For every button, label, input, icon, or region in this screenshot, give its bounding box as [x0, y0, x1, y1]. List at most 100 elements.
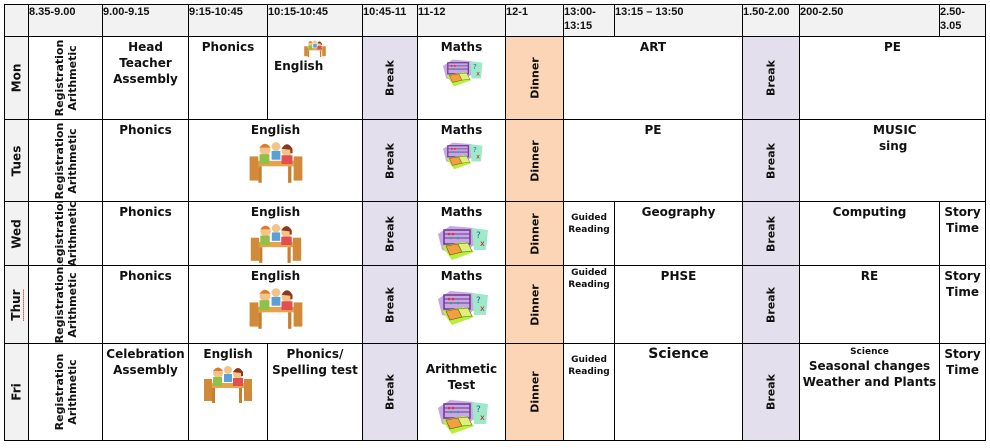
- lesson-label: Test: [447, 378, 476, 392]
- day-label: Mon: [9, 63, 23, 93]
- lesson-label: English: [250, 205, 301, 219]
- time-header: 8.35-9.00: [28, 4, 103, 37]
- registration-label: Registration: [52, 201, 66, 266]
- break-cell: Break: [362, 119, 418, 202]
- guided-reading-cell: Guided Reading: [563, 201, 615, 266]
- lesson-cell: MUSIC sing: [799, 119, 986, 202]
- lesson-label: Seasonal changes: [808, 359, 931, 373]
- day-row-thursday: Thur Registration Arithmetic Phonics Engl…: [4, 265, 986, 344]
- day-label: Tues: [9, 145, 23, 176]
- lesson-label: Head: [128, 40, 163, 54]
- dinner-label: Dinner: [528, 57, 541, 99]
- break-label: Break: [764, 142, 778, 179]
- reading-label: Reading: [568, 280, 610, 290]
- break-label: Break: [383, 215, 397, 252]
- lesson-label: Weather and Plants: [802, 375, 937, 389]
- time-header: 9.00-9.15: [102, 4, 189, 37]
- children-reading-icon: [249, 142, 302, 183]
- day-label: Fri: [9, 383, 23, 401]
- reading-label: Reading: [568, 367, 610, 377]
- lesson-cell-maths: Arithmetic Test: [417, 343, 506, 441]
- lesson-label: Time: [946, 363, 979, 377]
- guided-reading-cell: Guided Reading: [563, 265, 615, 344]
- registration-cell: Registration Arithmetic: [28, 119, 103, 202]
- lesson-label: Story: [944, 205, 981, 219]
- lesson-cell-english: English: [188, 201, 363, 266]
- day-row-tuesday: Tues Registration Arithmetic Phonics Engl…: [4, 119, 986, 202]
- dinner-cell: Dinner: [505, 265, 564, 344]
- lesson-label: English: [203, 347, 253, 361]
- lesson-cell: Geography: [614, 201, 743, 266]
- break-label: Break: [383, 373, 397, 411]
- lesson-cell-english: English: [188, 265, 363, 344]
- time-header: 13:00-13:15: [563, 4, 615, 37]
- children-reading-icon: [249, 288, 302, 329]
- lesson-label: Maths: [440, 205, 483, 219]
- day-label-cell: Fri: [4, 343, 29, 441]
- time-header: 1.50-2.00: [742, 4, 800, 37]
- arithmetic-label: Arithmetic: [65, 127, 79, 194]
- lesson-label: Assembly: [113, 363, 178, 377]
- lesson-cell-maths: Maths: [417, 265, 506, 344]
- lesson-label: Story: [944, 347, 981, 361]
- lesson-cell: RE: [799, 265, 940, 344]
- guided-label: Guided: [571, 355, 607, 365]
- break-label: Break: [764, 59, 778, 97]
- lesson-label: PE: [884, 40, 901, 54]
- day-row-wednesday: Wed Registration Arithmetic Phonics Engli…: [4, 201, 986, 266]
- lesson-label: Science: [850, 347, 889, 357]
- lesson-label: Teacher: [119, 56, 172, 70]
- dinner-cell: Dinner: [505, 119, 564, 202]
- day-label-cell: Tues: [4, 119, 29, 202]
- children-reading-icon: [304, 40, 326, 58]
- lesson-label: RE: [860, 269, 879, 283]
- abacus-maths-icon: [441, 141, 483, 171]
- dinner-cell: Dinner: [505, 343, 564, 441]
- registration-cell: Registration Arithmetic: [28, 343, 103, 441]
- lesson-cell: Computing: [799, 201, 940, 266]
- lesson-label: Maths: [440, 123, 483, 137]
- abacus-maths-icon: [436, 290, 489, 326]
- lesson-cell: Phonics/Spelling test: [267, 343, 363, 441]
- lesson-cell-maths: Maths: [417, 119, 506, 202]
- guided-label: Guided: [571, 268, 607, 278]
- day-label-cell: Mon: [4, 36, 29, 120]
- break-label: Break: [383, 142, 397, 179]
- lesson-sublabel: sing: [879, 139, 908, 153]
- lesson-label: Time: [946, 221, 979, 235]
- day-label-cell: Wed: [4, 201, 29, 266]
- lesson-label: Celebration: [106, 347, 185, 361]
- reading-label: Reading: [568, 225, 610, 235]
- lesson-label: Geography: [641, 205, 716, 219]
- lesson-cell: ART: [563, 36, 743, 120]
- lesson-label: English: [274, 59, 324, 73]
- registration-label: Registration: [52, 122, 66, 199]
- break-cell: Break: [742, 36, 800, 120]
- children-reading-icon: [204, 366, 252, 403]
- break-cell: Break: [742, 343, 800, 441]
- dinner-label: Dinner: [528, 212, 541, 255]
- arithmetic-label: Arithmetic: [65, 45, 79, 111]
- time-header: 10:15-10:45: [267, 4, 363, 37]
- lesson-cell: Celebration Assembly: [102, 343, 189, 441]
- lesson-cell-english: English: [188, 343, 268, 441]
- lesson-cell: Head Teacher Assembly: [102, 36, 189, 120]
- registration-label: Registration: [52, 266, 66, 343]
- guided-reading-cell: Guided Reading: [563, 343, 615, 441]
- break-cell: Break: [362, 201, 418, 266]
- break-label: Break: [383, 59, 397, 97]
- registration-label: Registration: [52, 353, 66, 431]
- time-header: 9:15-10:45: [188, 4, 268, 37]
- time-header: 13:15 – 13:50: [614, 4, 743, 37]
- abacus-maths-icon: [436, 399, 489, 435]
- lesson-label: PE: [644, 123, 662, 137]
- lesson-label: Maths: [440, 269, 483, 283]
- registration-label: Registration: [52, 39, 66, 117]
- registration-cell: Registration Arithmetic: [28, 201, 103, 266]
- story-time-cell: Story Time: [939, 343, 986, 441]
- lesson-cell: Science: [614, 343, 743, 441]
- lesson-label: Science: [648, 346, 709, 362]
- lesson-label: Phonics: [119, 205, 172, 219]
- day-label-cell: Thur: [4, 265, 29, 344]
- break-label: Break: [764, 373, 778, 411]
